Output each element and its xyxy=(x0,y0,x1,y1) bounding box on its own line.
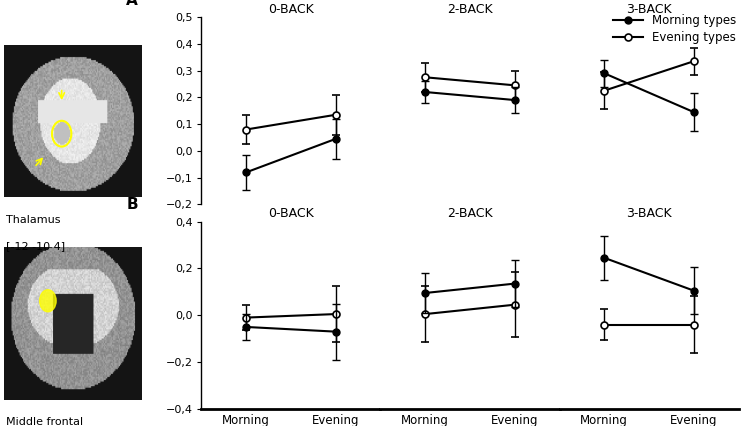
Title: 3-BACK: 3-BACK xyxy=(626,3,672,16)
Title: 2-BACK: 2-BACK xyxy=(447,207,493,220)
Title: 2-BACK: 2-BACK xyxy=(447,3,493,16)
Text: B: B xyxy=(126,197,138,212)
Text: [-12 -10 4]: [-12 -10 4] xyxy=(6,241,65,250)
Title: 3-BACK: 3-BACK xyxy=(626,207,672,220)
Title: 0-BACK: 0-BACK xyxy=(268,207,314,220)
Legend: Morning types, Evening types: Morning types, Evening types xyxy=(613,14,736,44)
Text: Middle frontal: Middle frontal xyxy=(6,417,83,426)
Title: 0-BACK: 0-BACK xyxy=(268,3,314,16)
Text: A: A xyxy=(126,0,138,8)
Text: Thalamus: Thalamus xyxy=(6,215,60,225)
Circle shape xyxy=(40,290,56,312)
